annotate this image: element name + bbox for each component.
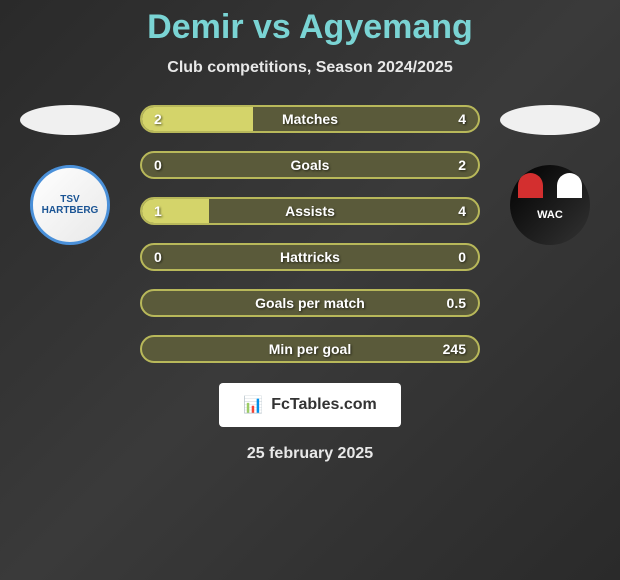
stat-value-left: 0 [154, 157, 162, 173]
main-container: Demir vs Agyemang Club competitions, Sea… [0, 0, 620, 580]
stat-value-left: 0 [154, 249, 162, 265]
chart-icon: 📊 [243, 395, 263, 415]
right-club-logo: WAC [510, 165, 590, 245]
page-title: Demir vs Agyemang [147, 8, 473, 47]
stat-label: Matches [282, 111, 338, 127]
left-player-placeholder [20, 105, 120, 135]
stat-label: Goals per match [255, 295, 365, 311]
stat-value-right: 245 [443, 341, 466, 357]
stat-bar-goals-per-match: Goals per match 0.5 [140, 289, 480, 317]
footer-brand-badge: 📊 FcTables.com [219, 383, 400, 427]
stat-label: Assists [285, 203, 335, 219]
stat-label: Min per goal [269, 341, 351, 357]
stat-bar-assists: 1 Assists 4 [140, 197, 480, 225]
stat-label: Hattricks [280, 249, 340, 265]
left-club-abbreviation: TSV HARTBERG [33, 194, 107, 216]
stat-value-right: 4 [458, 203, 466, 219]
stat-value-left: 1 [154, 203, 162, 219]
right-logo-column: WAC [500, 105, 600, 245]
subtitle: Club competitions, Season 2024/2025 [167, 59, 452, 77]
stat-label: Goals [291, 157, 330, 173]
content-row: TSV HARTBERG 2 Matches 4 0 Goals 2 1 Assists 4 0 H… [0, 105, 620, 363]
stat-bar-min-per-goal: Min per goal 245 [140, 335, 480, 363]
stat-bar-matches: 2 Matches 4 [140, 105, 480, 133]
stat-bar-hattricks: 0 Hattricks 0 [140, 243, 480, 271]
left-logo-column: TSV HARTBERG [20, 105, 120, 245]
right-player-placeholder [500, 105, 600, 135]
stat-value-right: 2 [458, 157, 466, 173]
stats-column: 2 Matches 4 0 Goals 2 1 Assists 4 0 Hattricks 0 Goal… [140, 105, 480, 363]
left-club-logo: TSV HARTBERG [30, 165, 110, 245]
right-club-abbreviation: WAC [537, 209, 563, 221]
stat-fill [142, 199, 209, 223]
footer-date: 25 february 2025 [247, 445, 373, 463]
stat-value-right: 4 [458, 111, 466, 127]
stat-value-right: 0 [458, 249, 466, 265]
stat-bar-goals: 0 Goals 2 [140, 151, 480, 179]
brand-text: FcTables.com [271, 396, 377, 414]
stat-value-right: 0.5 [447, 295, 466, 311]
stat-value-left: 2 [154, 111, 162, 127]
